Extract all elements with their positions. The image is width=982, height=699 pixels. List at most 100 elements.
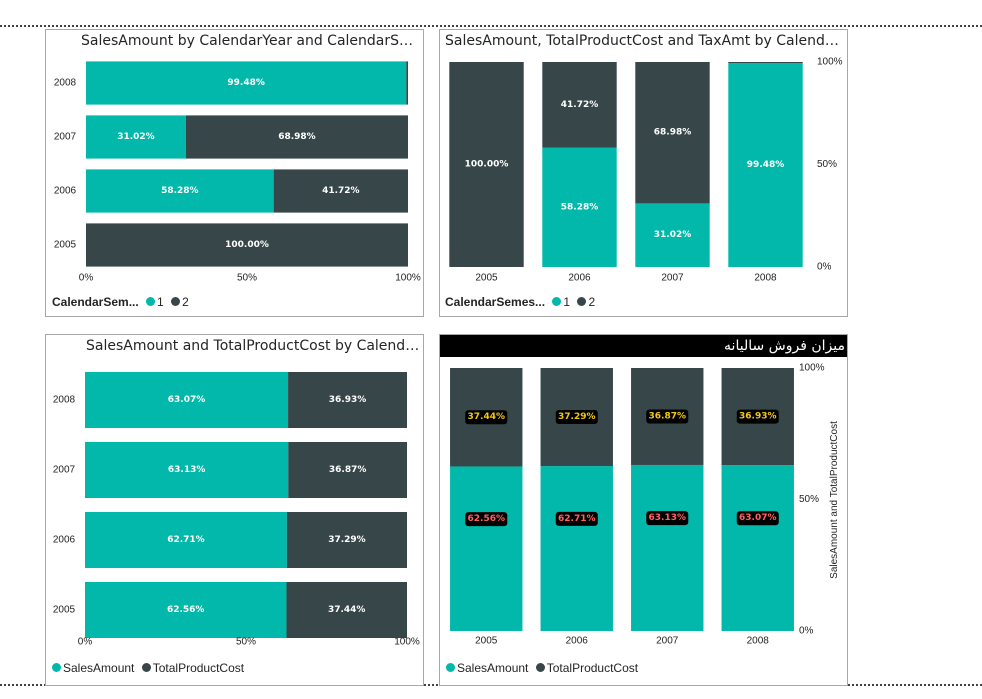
chart-panel-cost-bar[interactable]: SalesAmount and TotalProductCost by Cale… — [45, 334, 424, 686]
axis-tick-label: 50% — [799, 494, 819, 505]
data-label: 62.71% — [558, 514, 596, 524]
legend-label: TotalProductCost — [546, 661, 639, 675]
data-label-box — [555, 410, 598, 425]
data-label: 63.13% — [649, 513, 687, 523]
data-label: 36.93% — [329, 395, 367, 405]
bar-segment — [542, 147, 617, 267]
data-label-box — [736, 511, 779, 526]
bar-segment — [86, 223, 408, 267]
chart-plot: 2008 99.48% 2007 31.02% 68.98% 2006 58.28% 41.7… — [54, 61, 421, 284]
bar-segment — [85, 512, 287, 568]
data-label: 31.02% — [117, 132, 155, 142]
bar-segment — [449, 62, 524, 267]
axis-tick-label: 0% — [799, 626, 814, 637]
bar-segment — [286, 512, 407, 568]
bar-segment — [86, 61, 407, 105]
legend-title: CalendarSem... — [52, 295, 139, 309]
bar-segment — [286, 582, 407, 638]
legend-dot-icon — [52, 663, 61, 673]
data-label-box — [555, 511, 598, 526]
legend-dot-icon — [171, 297, 181, 307]
data-label: 37.29% — [558, 412, 596, 422]
data-label: 37.44% — [328, 605, 366, 615]
data-label: 68.98% — [654, 128, 692, 138]
legend-title: CalendarSemes... — [445, 295, 546, 309]
data-label: 100.00% — [465, 160, 509, 170]
category-tick-label: 2007 — [661, 273, 684, 284]
bar-segment — [185, 115, 408, 159]
bar-segment — [406, 61, 408, 105]
bar-segment — [86, 169, 274, 213]
category-tick-label: 2005 — [475, 273, 498, 284]
bar-segment — [631, 464, 704, 631]
category-tick-label: 2005 — [53, 605, 76, 616]
legend-dot-icon — [146, 297, 156, 307]
bar-segment — [635, 62, 710, 204]
bar-segment — [540, 466, 613, 631]
bar-segment — [728, 63, 803, 268]
chart-plot: 2005 62.56% 37.44% 2006 62.71% 37.29% 2007 63.1… — [450, 363, 840, 647]
chart-legend: CalendarSemes... 1 2 — [445, 295, 595, 309]
bar-segment — [86, 115, 186, 159]
legend-label: TotalProductCost — [152, 661, 245, 675]
legend-label: 2 — [588, 295, 596, 309]
data-label: 63.07% — [739, 513, 777, 523]
legend-dot-icon — [535, 663, 545, 673]
bar-segment — [288, 442, 407, 498]
data-label: 41.72% — [561, 100, 599, 110]
bar-segment — [542, 62, 617, 148]
top-dotted-border — [0, 25, 982, 27]
bar-segment — [273, 169, 408, 213]
data-label: 31.02% — [654, 230, 692, 240]
category-tick-label: 2006 — [54, 186, 77, 197]
category-tick-label: 2008 — [754, 273, 777, 284]
category-tick-label: 2008 — [54, 78, 77, 89]
chart-legend: SalesAmount TotalProductCost — [442, 661, 638, 675]
bar-segment — [721, 465, 794, 631]
category-tick-label: 2005 — [54, 240, 77, 251]
category-tick-label: 2006 — [53, 535, 76, 546]
axis-tick-label: 100% — [395, 273, 421, 284]
axis-tick-label: 0% — [79, 273, 94, 284]
chart-panel-annual-sales[interactable]: میزان فروش سالیانه 2005 62.56% 37.44% 2006 6… — [439, 334, 848, 686]
bar-segment — [288, 372, 407, 428]
legend-label: 1 — [563, 295, 571, 309]
bar-segment — [728, 62, 803, 64]
legend-dot-icon — [577, 297, 587, 307]
axis-tick-label: 0% — [817, 262, 832, 273]
bar-segment — [635, 203, 710, 267]
chart-title: میزان فروش سالیانه — [440, 335, 847, 357]
y-axis-title: SalesAmount and TotalProductCost — [829, 421, 840, 579]
data-label: 37.29% — [328, 535, 366, 545]
axis-tick-label: 100% — [817, 57, 843, 68]
chart-panel-semester-column[interactable]: SalesAmount, TotalProductCost and TaxAmt… — [439, 29, 848, 317]
category-tick-label: 2007 — [54, 132, 77, 143]
data-label-box — [646, 511, 689, 526]
data-label-box — [465, 512, 508, 527]
data-label: 36.87% — [329, 465, 367, 475]
axis-tick-label: 0% — [78, 637, 93, 648]
category-tick-label: 2005 — [475, 636, 498, 647]
data-label: 58.28% — [161, 186, 199, 196]
data-label-box — [646, 409, 689, 424]
data-label-box — [736, 409, 779, 424]
data-label-box — [465, 410, 508, 425]
data-label: 36.87% — [649, 411, 687, 421]
chart-panel-semester-bar[interactable]: SalesAmount by CalendarYear and Calendar… — [45, 29, 424, 317]
axis-tick-label: 50% — [817, 159, 837, 170]
data-label: 36.93% — [739, 412, 777, 422]
data-label: 37.44% — [468, 412, 506, 422]
chart-plot: 2008 63.07% 36.93% 2007 63.13% 36.87% 2006 62.7… — [53, 372, 420, 648]
data-label: 99.48% — [747, 160, 785, 170]
category-tick-label: 2007 — [53, 465, 76, 476]
bar-segment — [85, 372, 289, 428]
chart-legend: CalendarSem... 1 2 — [52, 295, 189, 309]
legend-label: 1 — [157, 295, 164, 309]
data-label: 62.71% — [167, 535, 205, 545]
bar-segment — [85, 582, 287, 638]
axis-tick-label: 100% — [799, 363, 825, 374]
axis-tick-label: 50% — [236, 637, 256, 648]
axis-tick-label: 100% — [394, 637, 420, 648]
category-tick-label: 2008 — [747, 636, 770, 647]
data-label: 62.56% — [167, 605, 205, 615]
